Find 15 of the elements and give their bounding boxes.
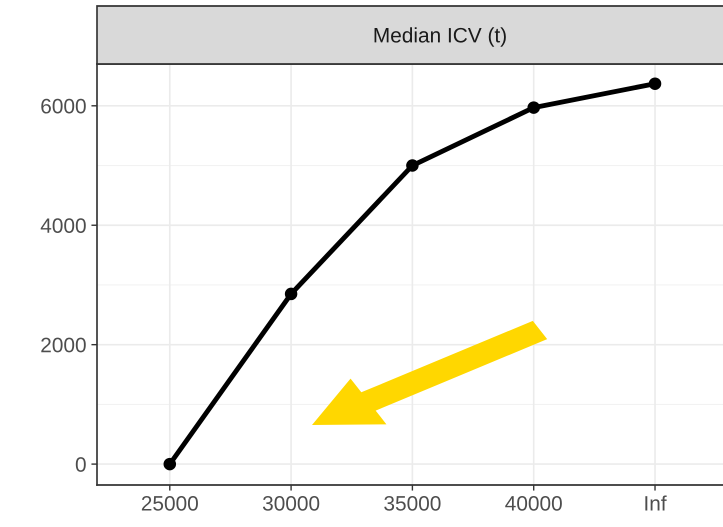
x-tick-label: 25000 bbox=[142, 496, 198, 511]
x-tick-label: 40000 bbox=[505, 496, 562, 511]
chart-title: Median ICV (t) bbox=[374, 27, 506, 47]
y-tick-label: 0 bbox=[76, 457, 86, 472]
point bbox=[164, 458, 176, 470]
x-tick-label: 35000 bbox=[384, 496, 441, 511]
x-tick-label: Inf bbox=[645, 495, 667, 511]
point bbox=[648, 77, 662, 90]
point bbox=[284, 288, 298, 300]
x-tick-label: 30000 bbox=[262, 496, 320, 511]
y-tick-label: 6000 bbox=[41, 98, 86, 114]
point bbox=[406, 159, 419, 172]
point bbox=[527, 101, 540, 114]
y-tick-label: 2000 bbox=[41, 338, 86, 352]
y-tick-label: 4000 bbox=[40, 218, 86, 233]
